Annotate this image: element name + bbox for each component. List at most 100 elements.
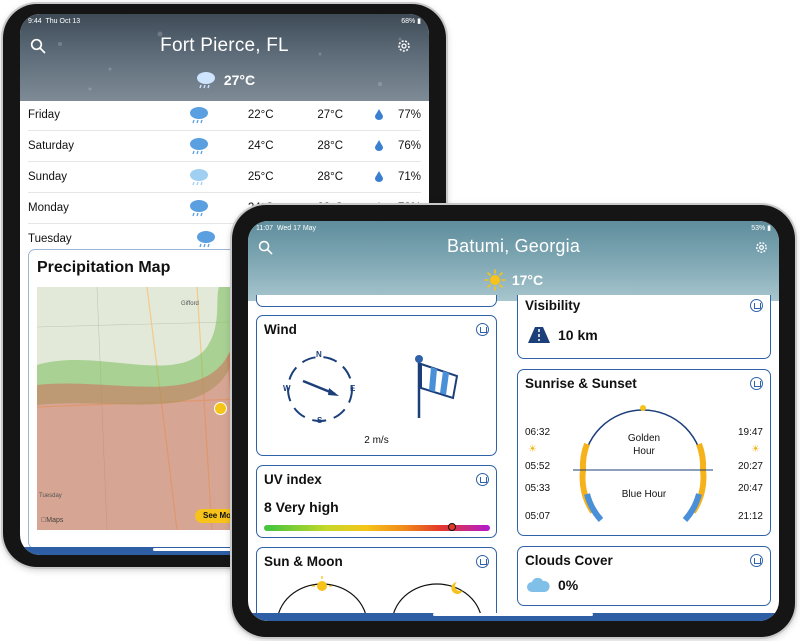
visibility-value: 10 km — [558, 327, 598, 343]
share-icon[interactable] — [476, 473, 489, 486]
wind-speed: 2 m/s — [364, 435, 389, 446]
battery-label: 53% — [751, 225, 766, 232]
clouds-cover-title: Clouds Cover — [525, 553, 613, 568]
cloud-icon — [527, 577, 550, 592]
right-screen: 11:07 Wed 17 May 53% ▮ Batumi, Georgia 1… — [248, 221, 779, 621]
status-time: 9:44 — [28, 17, 42, 25]
forecast-max-temp: 28°C — [317, 139, 344, 152]
visibility-card: Visibility 10 km — [517, 295, 771, 359]
uv-index-card: UV index 8 Very high — [256, 465, 497, 538]
sun-moon-title: Sun & Moon — [264, 554, 343, 569]
compass-n: N — [316, 350, 322, 359]
right-current-weather: 17°C — [248, 269, 779, 291]
right-current-temp: 17°C — [511, 272, 544, 288]
right-status-bar: 11:07 Wed 17 May 53% ▮ — [256, 224, 771, 233]
uv-scale-bar — [264, 525, 490, 531]
windsock-icon — [415, 355, 459, 418]
rain-cloud-icon — [173, 199, 226, 217]
right-tablet: 11:07 Wed 17 May 53% ▮ Batumi, Georgia 1… — [232, 205, 795, 637]
share-icon[interactable] — [750, 377, 763, 390]
sunrise-sunset-card: Sunrise & Sunset Golden Hour Blue Hour 0… — [517, 369, 771, 536]
left-header-bg — [20, 14, 429, 101]
forecast-min-temp: 24°C — [247, 139, 274, 152]
status-date: Wed 17 May — [276, 224, 317, 232]
raindrop-icon — [365, 171, 392, 182]
raindrop-icon — [365, 109, 392, 120]
forecast-row[interactable]: Sunday 25°C 28°C 71% — [28, 161, 421, 193]
wind-card: Wind N E S W 2 m/s — [256, 315, 497, 456]
visibility-title: Visibility — [525, 298, 581, 313]
road-icon — [528, 327, 550, 343]
map-place-gifford: Gifford — [181, 301, 199, 307]
sun-arc-diagram — [573, 405, 713, 523]
forecast-day: Sunday — [28, 170, 68, 183]
rain-drops-texture — [58, 31, 402, 91]
sunset-icon: ☀ — [751, 444, 760, 455]
forecast-precip-percent: 77% — [397, 108, 421, 121]
map-place-tuesday: Tuesday — [39, 493, 62, 499]
time-right-2: 20:47 — [737, 483, 763, 494]
raindrop-icon — [365, 140, 392, 151]
forecast-row[interactable]: Saturday 24°C 28°C 76% — [28, 130, 421, 162]
forecast-day: Friday — [28, 108, 60, 121]
time-left-1: 05:52 — [525, 461, 551, 472]
see-more-button[interactable]: See Mo — [195, 509, 240, 523]
location-pin[interactable] — [214, 402, 227, 415]
status-time: 11:07 — [256, 224, 273, 232]
clouds-cover-card: Clouds Cover 0% — [517, 546, 771, 606]
partial-card-above — [256, 295, 497, 307]
uv-title: UV index — [264, 472, 322, 487]
blue-hour-label: Blue Hour — [621, 489, 667, 500]
left-bottom-bar — [20, 547, 429, 555]
sun-moon-card: Sun & Moon — [256, 547, 497, 621]
forecast-day: Tuesday — [28, 232, 72, 245]
wind-title: Wind — [264, 322, 297, 337]
sun-moon-arcs — [276, 576, 483, 621]
wind-compass — [287, 356, 353, 422]
clouds-cover-value: 0% — [558, 577, 579, 593]
share-icon[interactable] — [476, 323, 489, 336]
forecast-day: Monday — [28, 201, 69, 214]
compass-s: S — [317, 416, 323, 425]
compass-e: E — [350, 384, 356, 393]
battery-label: 68% — [401, 18, 416, 25]
home-indicator[interactable] — [433, 613, 593, 616]
rain-cloud-icon — [173, 137, 226, 155]
settings-gear-icon[interactable] — [396, 38, 412, 54]
left-current-temp: 27°C — [223, 72, 256, 88]
search-icon[interactable] — [30, 38, 46, 54]
compass-w: W — [283, 384, 291, 393]
forecast-precip-percent: 76% — [397, 139, 421, 152]
forecast-row[interactable]: Friday 22°C 27°C 77% — [28, 99, 421, 131]
time-left-0: 06:32 — [525, 427, 551, 438]
time-left-2: 05:33 — [525, 483, 551, 494]
rain-cloud-icon — [173, 106, 226, 124]
precipitation-map-title: Precipitation Map — [37, 259, 171, 276]
forecast-day: Saturday — [28, 139, 75, 152]
forecast-min-temp: 25°C — [247, 170, 274, 183]
search-icon[interactable] — [258, 240, 273, 255]
settings-gear-icon[interactable] — [754, 240, 769, 255]
home-indicator[interactable] — [153, 548, 295, 551]
left-city-title: Fort Pierce, FL — [160, 35, 289, 56]
left-status-bar: 9:44 Thu Oct 13 68% ▮ — [28, 17, 421, 26]
uv-value: 8 Very high — [264, 499, 339, 515]
rain-cloud-icon — [196, 72, 215, 89]
rain-cloud-icon — [178, 230, 233, 248]
share-icon[interactable] — [476, 555, 489, 568]
share-icon[interactable] — [750, 299, 763, 312]
time-left-3: 05:07 — [525, 511, 551, 522]
time-right-1: 20:27 — [737, 461, 763, 472]
status-date: Thu Oct 13 — [45, 17, 81, 25]
left-current-weather: 27°C — [20, 70, 429, 90]
sun-icon — [484, 269, 506, 291]
forecast-max-temp: 28°C — [317, 170, 344, 183]
uv-level-marker — [447, 523, 456, 531]
time-right-3: 21:12 — [737, 511, 763, 522]
share-icon[interactable] — [750, 554, 763, 567]
forecast-max-temp: 27°C — [317, 108, 344, 121]
forecast-min-temp: 22°C — [247, 108, 274, 121]
maps-attribution: Maps — [41, 517, 63, 524]
sunrise-sunset-title: Sunrise & Sunset — [525, 376, 637, 391]
forecast-precip-percent: 71% — [397, 170, 421, 183]
